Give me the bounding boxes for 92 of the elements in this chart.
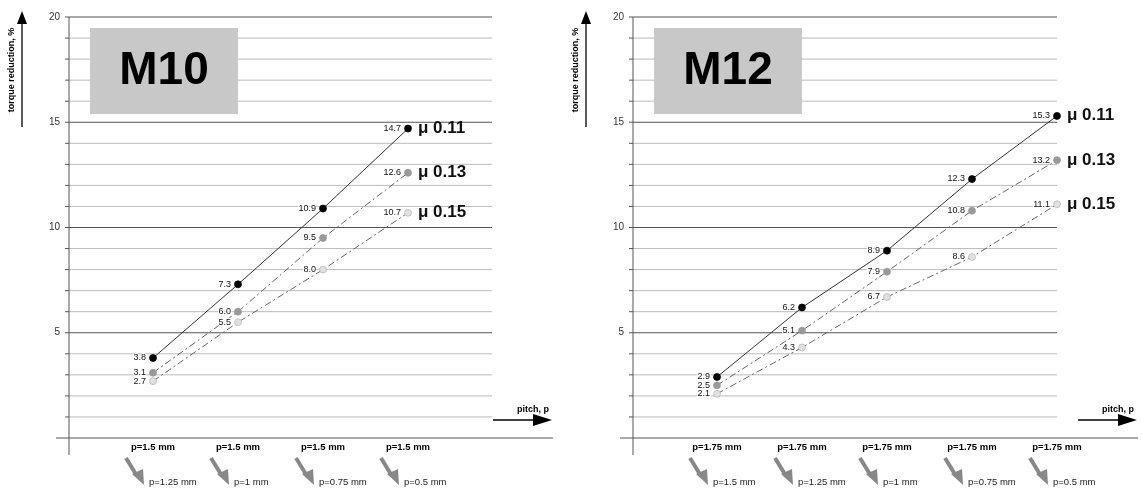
- y-tick-label: 20: [48, 10, 61, 22]
- y-tick-label: 10: [612, 221, 625, 233]
- point: [1053, 156, 1061, 165]
- point: [149, 368, 157, 377]
- text: p=0.5 mm: [404, 476, 447, 487]
- data-label: 2.5: [697, 379, 710, 390]
- x-tick-label: p=1.75 mm: [692, 441, 742, 452]
- y-tick-label: 5: [54, 326, 61, 338]
- point: [968, 206, 976, 215]
- x-tick-label: p=1.5 mm: [130, 441, 176, 452]
- y-axis-title: torque reduction, %: [6, 27, 16, 113]
- text: p=0.5 mm: [1053, 476, 1096, 487]
- data-label: 7.9: [867, 266, 880, 277]
- data-label: 6.0: [218, 306, 231, 317]
- series-label: μ 0.15: [1067, 193, 1116, 213]
- text: p=1 mm: [883, 476, 918, 487]
- point: [883, 293, 891, 301]
- point: [798, 343, 806, 352]
- data-label: 3.8: [133, 352, 146, 363]
- data-label: 10.7: [383, 207, 401, 218]
- point: [149, 377, 157, 386]
- data-label: 14.7: [383, 122, 401, 133]
- data-label: 12.3: [947, 173, 965, 184]
- data-label: 4.3: [782, 341, 795, 352]
- data-label: 8.9: [867, 245, 880, 256]
- data-label: 3.1: [133, 367, 146, 378]
- point: [404, 168, 412, 177]
- y-tick-label: 20: [612, 10, 625, 22]
- data-label: 11.1: [1033, 198, 1050, 209]
- text: M12: [683, 42, 773, 95]
- point: [404, 208, 412, 217]
- text: p=1.25 mm: [798, 476, 846, 487]
- point: [883, 267, 891, 276]
- point: [713, 381, 721, 390]
- point: [968, 175, 976, 183]
- x-axis-title: pitch, p: [1102, 404, 1135, 414]
- data-label: 6.7: [867, 291, 880, 302]
- point: [883, 246, 891, 255]
- data-label: 2.1: [697, 388, 710, 399]
- point: [319, 204, 327, 213]
- data-label: 12.6: [383, 167, 401, 178]
- series-label: μ 0.11: [418, 118, 466, 138]
- text: p=1.25 mm: [149, 476, 197, 487]
- x-tick-label: p=1.5 mm: [385, 441, 431, 452]
- y-axis-title: torque reduction, %: [570, 27, 580, 113]
- x-tick-label: p=1.5 mm: [300, 441, 346, 452]
- point: [319, 265, 327, 274]
- data-label: 8.0: [303, 263, 316, 274]
- point: [234, 307, 242, 316]
- point: [319, 234, 327, 242]
- y-tick-label: 5: [618, 326, 625, 338]
- x-tick-label: p=1.75 mm: [862, 441, 912, 452]
- x-tick-label: p=1.75 mm: [1032, 441, 1082, 452]
- data-label: 2.9: [697, 371, 710, 382]
- point: [968, 253, 976, 261]
- text: p=0.75 mm: [968, 476, 1016, 487]
- data-label: 13.2: [1032, 154, 1050, 165]
- series-label: μ 0.13: [1067, 149, 1116, 169]
- data-label: 2.7: [133, 375, 146, 386]
- point: [234, 280, 242, 289]
- series-label: μ 0.13: [418, 162, 467, 182]
- data-label: 5.5: [218, 316, 231, 327]
- data-label: 5.1: [782, 325, 795, 336]
- series-label: μ 0.11: [1067, 105, 1115, 125]
- data-label: 7.3: [218, 278, 231, 289]
- x-tick-label: p=1.75 mm: [947, 441, 997, 452]
- data-label: 15.3: [1032, 110, 1050, 121]
- x-tick-label: p=1.75 mm: [777, 441, 827, 452]
- text: p=1.5 mm: [713, 476, 756, 487]
- x-axis-title: pitch, p: [517, 404, 550, 414]
- point: [798, 303, 806, 312]
- y-tick-label: 15: [48, 115, 61, 127]
- data-label: 9.5: [303, 232, 316, 243]
- text: p=1 mm: [234, 476, 269, 487]
- series-label: μ 0.15: [418, 202, 467, 222]
- data-label: 10.9: [298, 202, 316, 213]
- text: M10: [119, 42, 209, 95]
- point: [1053, 200, 1061, 209]
- point: [404, 124, 412, 133]
- point: [149, 354, 157, 362]
- data-label: 6.2: [782, 301, 795, 312]
- point: [713, 389, 721, 398]
- y-tick-label: 10: [48, 221, 61, 233]
- point: [234, 318, 242, 327]
- text: p=0.75 mm: [319, 476, 367, 487]
- point: [1053, 112, 1061, 120]
- y-tick-label: 15: [612, 115, 625, 127]
- point: [713, 373, 721, 381]
- x-tick-label: p=1.5 mm: [215, 441, 261, 452]
- point: [798, 326, 806, 335]
- data-label: 10.8: [947, 205, 965, 216]
- data-label: 8.6: [952, 251, 965, 262]
